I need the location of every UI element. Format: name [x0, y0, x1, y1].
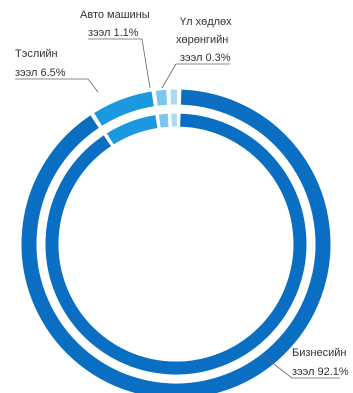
label-realestate-line3: зээл 0.3% [180, 52, 231, 64]
label-realestate-line1: Үл хөдлөх [180, 16, 232, 28]
leader-auto [88, 38, 151, 89]
label-tesliin-line2: зээл 6.5% [15, 67, 66, 79]
label-auto: Авто машины зээл 1.1% [80, 9, 153, 39]
label-tesliin: Тэслийн зээл 6.5% [15, 48, 66, 79]
label-tesliin-line1: Тэслийн [15, 48, 58, 60]
label-business-line2: зээл 92.1% [292, 366, 349, 378]
label-auto-line1: Авто машины [80, 9, 150, 21]
leader-tesliin [15, 78, 99, 93]
inner-slice-2 [158, 113, 169, 128]
label-auto-line2: зээл 1.1% [88, 27, 139, 39]
leader-realestate [161, 63, 230, 89]
outer-slice-0 [21, 89, 331, 393]
leader-business [261, 354, 340, 379]
inner-slice-0 [45, 113, 307, 375]
label-business: Бизнесийн зээл 92.1% [292, 347, 350, 378]
label-realestate-line2: хөрөнгийн [176, 34, 228, 46]
label-business-line1: Бизнесийн [292, 347, 346, 359]
outer-slice-1 [94, 91, 155, 126]
outer-ring [21, 89, 331, 393]
inner-ring [45, 113, 307, 375]
inner-slice-1 [106, 115, 158, 145]
outer-slice-2 [155, 89, 168, 106]
label-realestate: Үл хөдлөх хөрөнгийн зээл 0.3% [176, 16, 235, 64]
